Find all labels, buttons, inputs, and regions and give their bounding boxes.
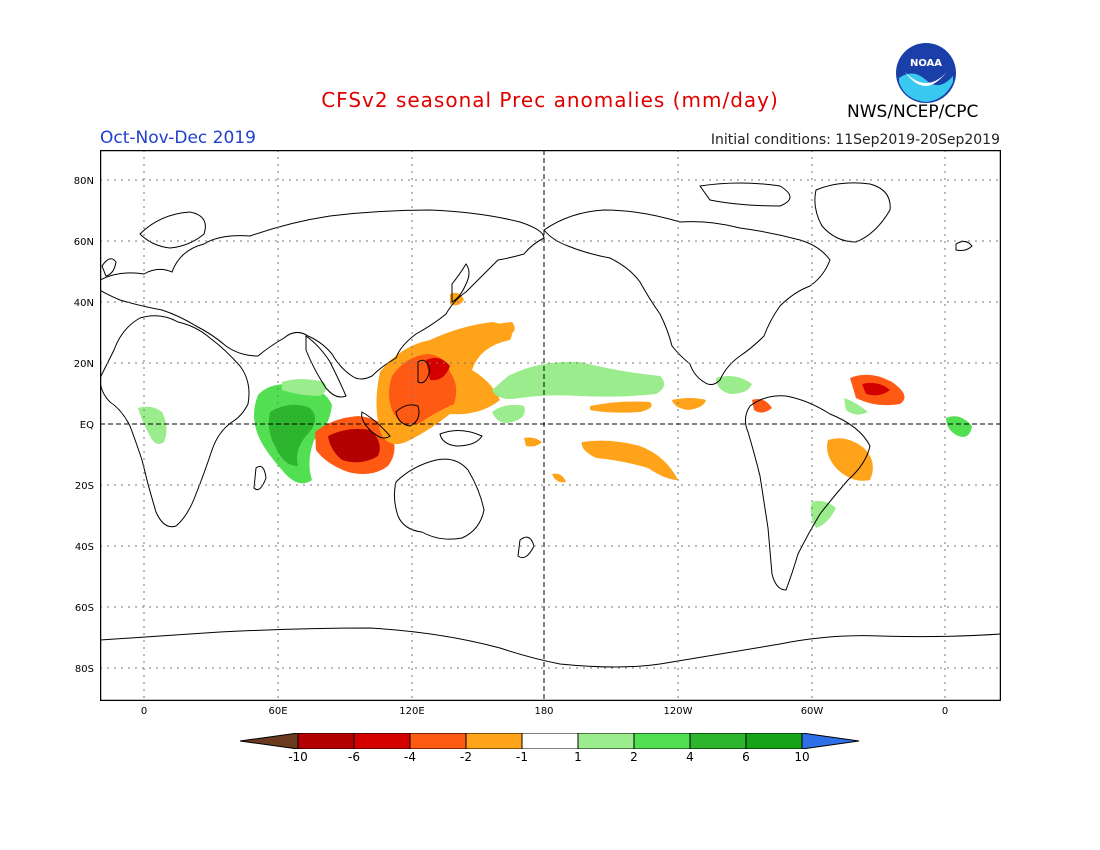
- agency-label: NWS/NCEP/CPC: [847, 102, 979, 122]
- colorbar-segment: [689, 733, 747, 749]
- lat-label: 40S: [75, 542, 94, 553]
- colorbar-segment: [745, 733, 803, 749]
- lat-label: 80N: [74, 176, 94, 187]
- colorbar-segment: [801, 733, 860, 749]
- anomaly-indian-ocean-wet-core: [268, 404, 316, 466]
- anomaly-central-pacific-wet: [492, 361, 665, 399]
- anomaly-south-pacific-wet: [492, 404, 525, 423]
- colorbar-segment: [353, 733, 411, 749]
- coast-madagascar: [253, 465, 267, 491]
- lat-lon-grid: [100, 150, 1001, 701]
- anomaly-brazil-dry: [827, 438, 873, 481]
- colorbar-segment: [240, 733, 299, 749]
- logo-text: NOAA: [910, 58, 942, 69]
- lat-label: 20S: [75, 481, 94, 492]
- colorbar-label: 2: [630, 750, 638, 764]
- coast-greenland: [814, 182, 891, 243]
- coast-borneo: [395, 404, 420, 427]
- colorbar-label: -2: [460, 750, 472, 764]
- colorbar-segment: [409, 733, 467, 749]
- colorbar-label: 10: [794, 750, 810, 764]
- coast-australia: [393, 458, 485, 540]
- lat-label: 20N: [74, 359, 94, 370]
- coast-new-guinea: [439, 430, 483, 447]
- lon-label: 180: [534, 706, 553, 717]
- noaa-logo-icon: NOAA: [896, 43, 956, 103]
- anomaly-argentina-wet: [810, 500, 836, 528]
- anomaly-south-china-sea-dry: [426, 358, 450, 381]
- lon-label: 0: [942, 706, 948, 717]
- anomaly-spcz-dry: [581, 440, 678, 480]
- coast-new-zealand: [517, 536, 535, 559]
- lat-label: 40N: [74, 298, 94, 309]
- anomaly-atlantic-wet: [844, 398, 868, 415]
- colorbar-label: -4: [404, 750, 416, 764]
- colorbar-segment: [521, 733, 579, 749]
- anomaly-west-africa-wet: [946, 416, 972, 437]
- initial-conditions-label: Initial conditions: 11Sep2019-20Sep2019: [710, 132, 1000, 148]
- coast-iceland: [955, 240, 973, 251]
- coast-sumatra: [361, 411, 391, 439]
- coast-south-america: [744, 395, 871, 591]
- anomaly-arabian-wet: [282, 379, 327, 396]
- lat-label: 80S: [75, 664, 94, 675]
- coast-india: [305, 335, 347, 398]
- colorbar-segment: [297, 733, 355, 749]
- coast-canada-islands: [699, 182, 791, 207]
- anomaly-itcz-dry: [590, 401, 652, 413]
- anomaly-east-pacific-dry: [672, 398, 706, 410]
- colorbar-label: -1: [516, 750, 528, 764]
- lon-label: 120E: [399, 706, 424, 717]
- lon-label: 0: [141, 706, 147, 717]
- coast-antarctica: [100, 627, 1001, 668]
- axis-labels: 80N 60N 40N 20N EQ 20S 40S 60S 80S 0 60E…: [74, 176, 948, 717]
- lon-label: 60W: [801, 706, 824, 717]
- lat-label: EQ: [80, 420, 94, 431]
- lat-label: 60N: [74, 237, 94, 248]
- colorbar-segment: [465, 733, 523, 749]
- lon-label: 60E: [268, 706, 287, 717]
- anomaly-eastern-indian-dry-core: [328, 428, 380, 463]
- anomaly-east-africa-wet: [138, 406, 167, 444]
- anomaly-south-pacific-dry-a: [524, 437, 542, 447]
- coast-africa: [100, 315, 250, 528]
- anomaly-map: [100, 150, 1001, 701]
- map-title: CFSv2 seasonal Prec anomalies (mm/day): [321, 88, 779, 112]
- colorbar: [240, 733, 860, 749]
- anomaly-west-pacific-north-dry: [468, 322, 515, 340]
- coast-philippines: [417, 359, 431, 384]
- colorbar-label: 1: [574, 750, 582, 764]
- colorbar-label: 4: [686, 750, 694, 764]
- anomaly-caribbean-wet: [716, 376, 752, 394]
- season-label: Oct-Nov-Dec 2019: [100, 128, 256, 148]
- coast-eurasia: [100, 209, 545, 380]
- colorbar-label: 6: [742, 750, 750, 764]
- coast-scandinavia: [139, 211, 206, 249]
- anomaly-south-pacific-dry-b: [552, 473, 566, 483]
- anomaly-panama-dry: [752, 399, 772, 413]
- coast-north-america: [543, 209, 831, 386]
- reference-lines: [100, 150, 1001, 701]
- colorbar-label: -6: [348, 750, 360, 764]
- colorbar-label: -10: [288, 750, 308, 764]
- coast-uk: [101, 258, 117, 277]
- lon-label: 120W: [664, 706, 693, 717]
- colorbar-segment: [577, 733, 635, 749]
- anomaly-shading: [138, 292, 972, 528]
- anomaly-tropical-atlantic-dry-core: [862, 382, 890, 396]
- noaa-logo: NOAA: [895, 42, 957, 104]
- colorbar-segment: [633, 733, 691, 749]
- coast-japan: [451, 263, 470, 303]
- coastlines: [100, 182, 1001, 668]
- lat-label: 60S: [75, 603, 94, 614]
- map-frame: [100, 150, 1001, 701]
